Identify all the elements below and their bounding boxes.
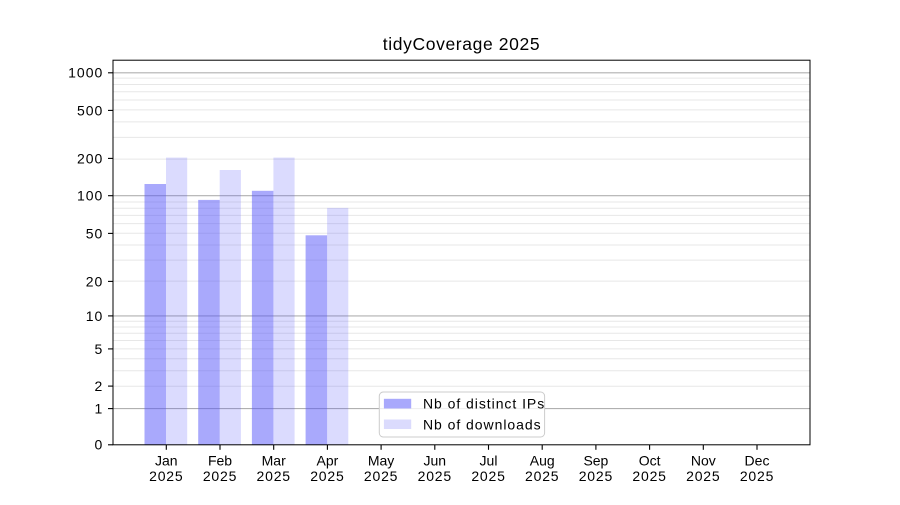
svg-text:2025: 2025 <box>632 468 666 484</box>
svg-text:Nov: Nov <box>691 453 716 469</box>
svg-text:1000: 1000 <box>68 65 103 81</box>
svg-text:5: 5 <box>95 341 104 357</box>
svg-text:Mar: Mar <box>262 453 286 469</box>
svg-text:2025: 2025 <box>418 468 452 484</box>
svg-text:2025: 2025 <box>203 468 237 484</box>
svg-text:1: 1 <box>95 401 104 417</box>
svg-text:200: 200 <box>77 150 103 166</box>
svg-text:Jul: Jul <box>480 453 498 469</box>
svg-text:Oct: Oct <box>639 453 661 469</box>
svg-text:2025: 2025 <box>525 468 559 484</box>
svg-text:500: 500 <box>77 102 103 118</box>
svg-text:May: May <box>368 453 394 469</box>
svg-text:2025: 2025 <box>579 468 613 484</box>
svg-text:Nb of distinct IPs: Nb of distinct IPs <box>423 396 545 412</box>
svg-text:2025: 2025 <box>471 468 505 484</box>
svg-text:Feb: Feb <box>208 453 232 469</box>
svg-text:Aug: Aug <box>530 453 555 469</box>
svg-text:2: 2 <box>95 378 104 394</box>
svg-text:Dec: Dec <box>745 453 770 469</box>
svg-text:2025: 2025 <box>740 468 774 484</box>
svg-text:Sep: Sep <box>583 453 608 469</box>
svg-text:Jun: Jun <box>424 453 447 469</box>
svg-text:2025: 2025 <box>686 468 720 484</box>
svg-text:Nb of downloads: Nb of downloads <box>423 417 542 433</box>
svg-text:0: 0 <box>95 437 104 453</box>
svg-text:Jan: Jan <box>155 453 178 469</box>
svg-text:2025: 2025 <box>257 468 291 484</box>
svg-text:2025: 2025 <box>310 468 344 484</box>
svg-text:2025: 2025 <box>364 468 398 484</box>
svg-text:tidyCoverage 2025: tidyCoverage 2025 <box>383 34 540 54</box>
svg-text:50: 50 <box>86 225 104 241</box>
svg-text:10: 10 <box>86 308 104 324</box>
svg-text:2025: 2025 <box>149 468 183 484</box>
svg-text:Apr: Apr <box>317 453 339 469</box>
svg-text:20: 20 <box>86 273 104 289</box>
svg-text:100: 100 <box>77 188 103 204</box>
